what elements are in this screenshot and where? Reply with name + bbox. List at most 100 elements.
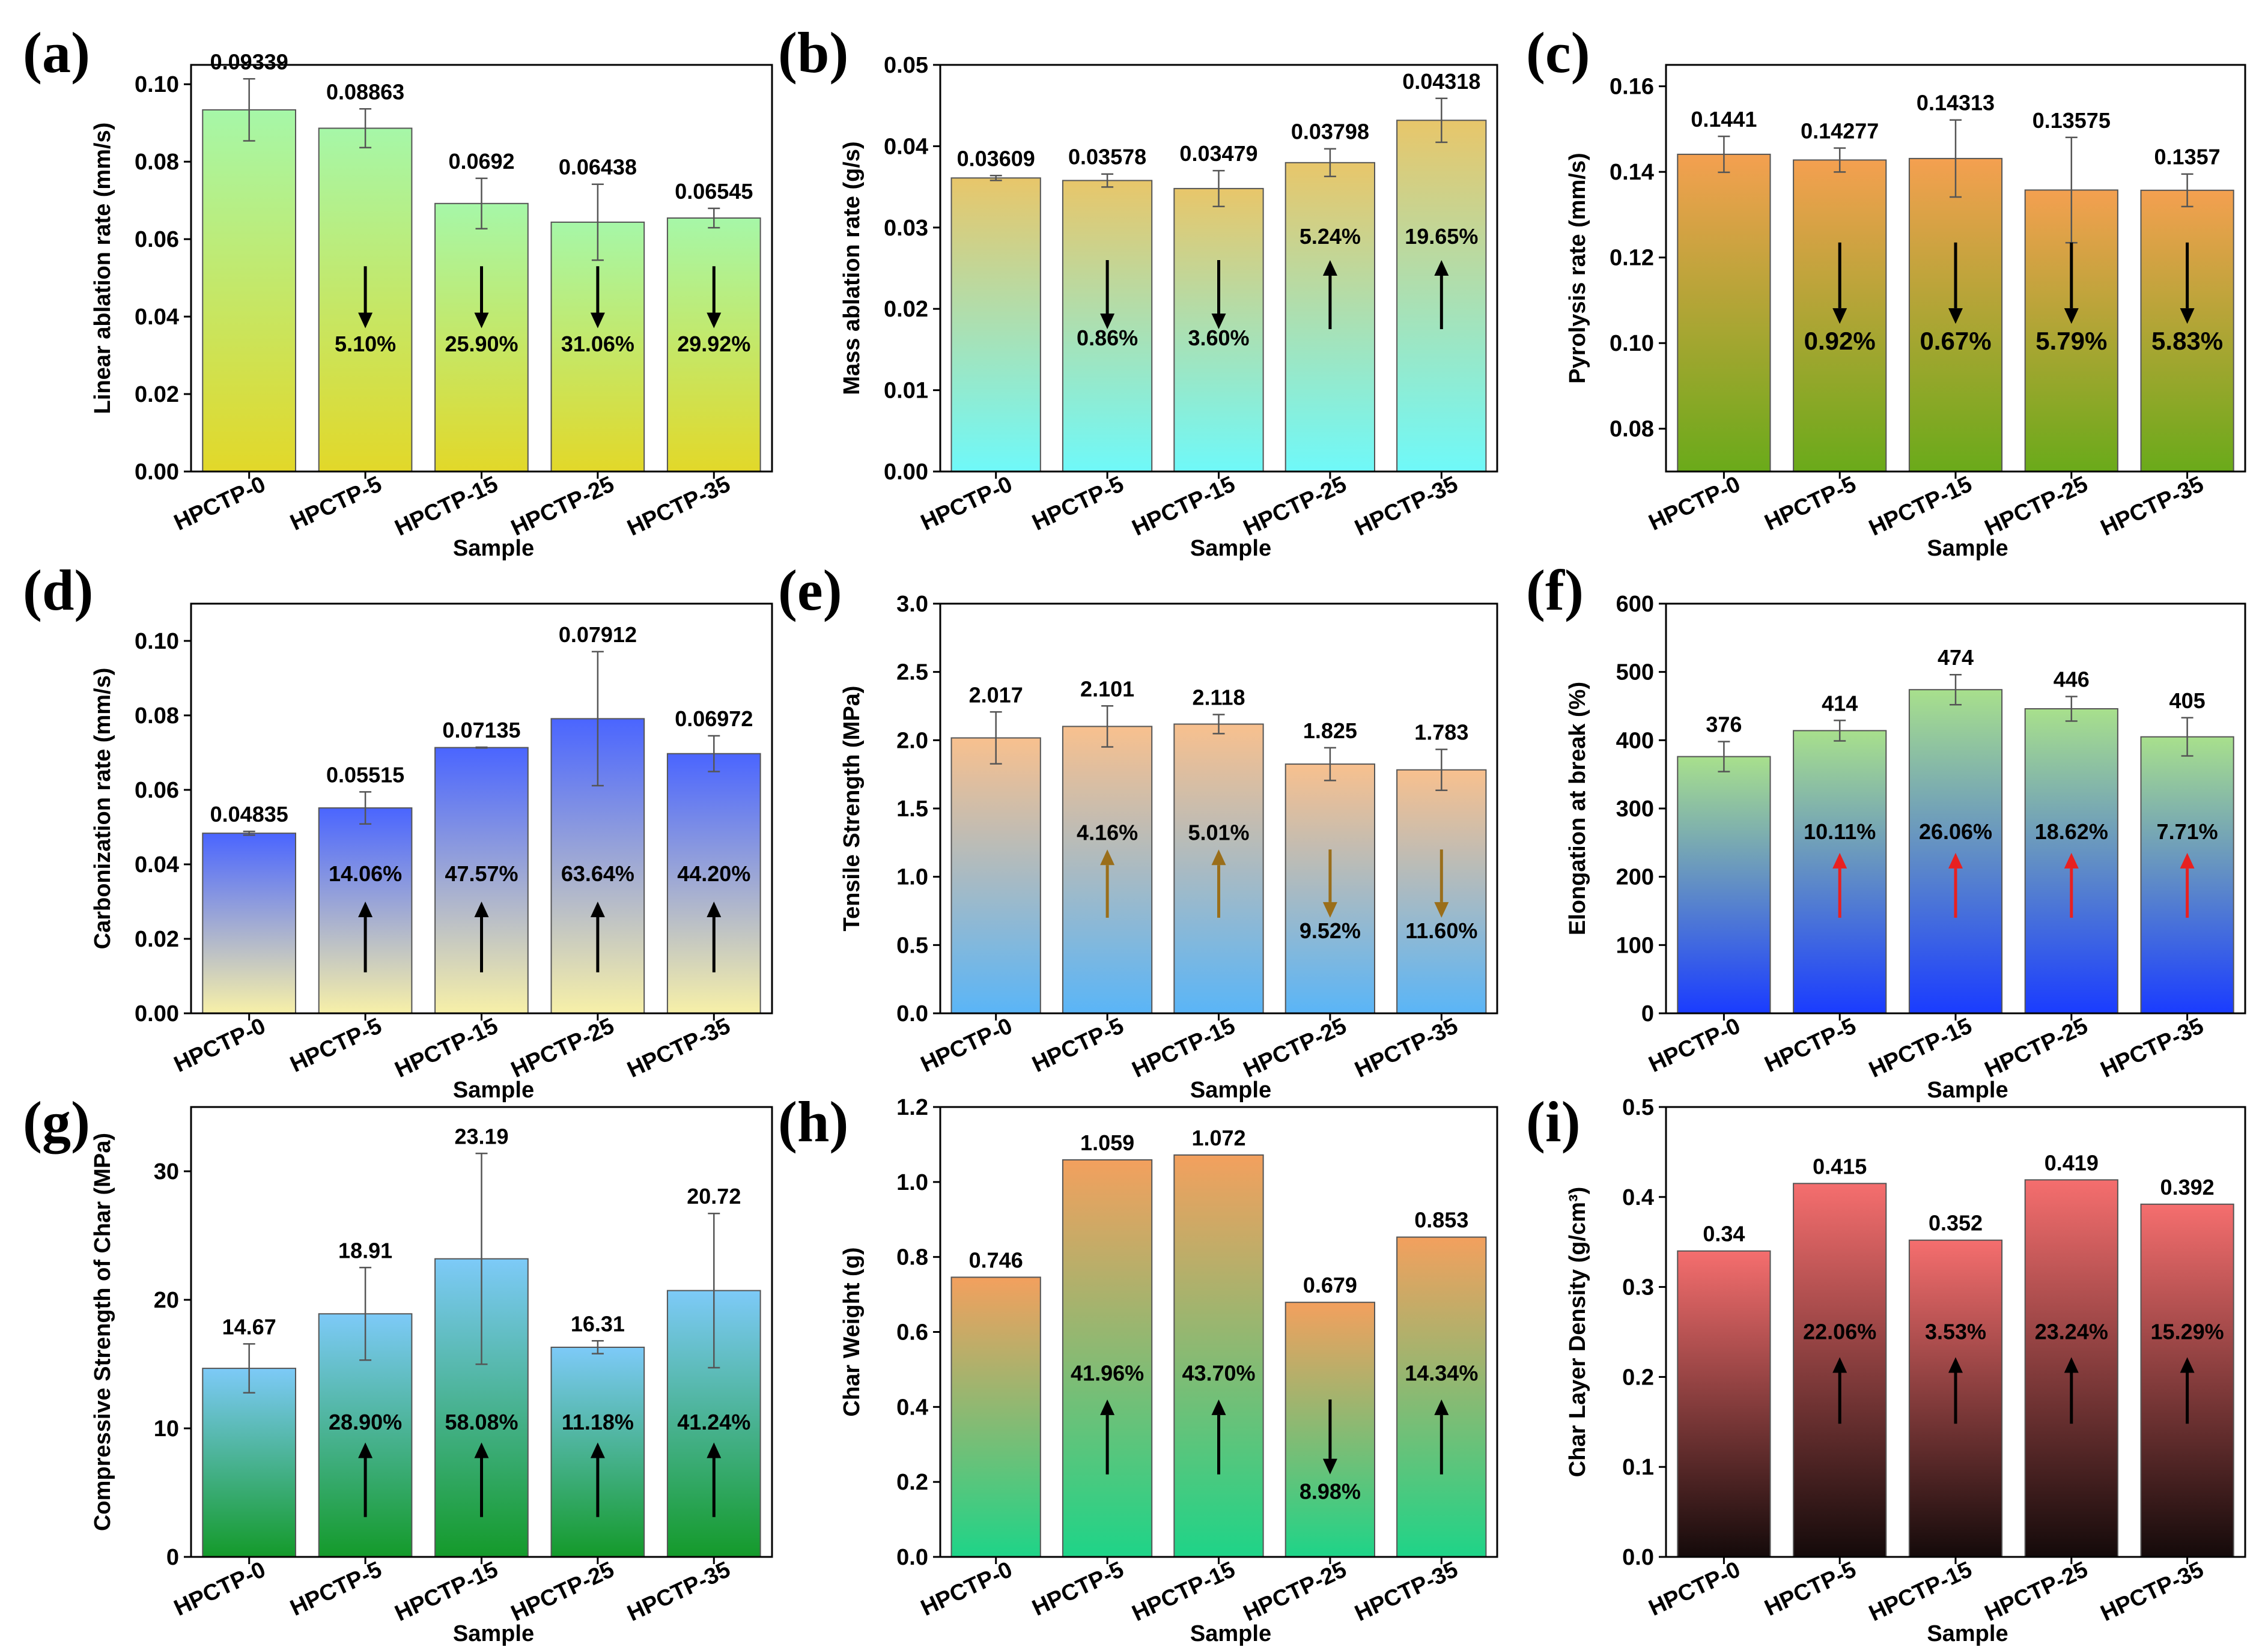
chart-panel-c: (c) 0.1441 HPCTP-0 0.14277 0.92% HPCTP-5 0.143… [1526,20,2246,561]
data-label: 0.34 [1703,1222,1745,1246]
data-label: 414 [1822,691,1858,715]
y-axis-label: Elongation at break (%) [1565,682,1590,935]
x-tick-label: HPCTP-25 [1981,1013,2091,1083]
arrow-down-icon [1434,849,1449,918]
y-tick-label: 500 [1616,660,1654,685]
y-tick-label: 0.12 [1610,246,1654,271]
change-label: 19.65% [1405,224,1478,249]
x-tick-label: HPCTP-15 [391,1013,502,1083]
data-label: 446 [2054,667,2090,692]
change-label: 22.06% [1803,1320,1876,1344]
x-tick-label: HPCTP-35 [1351,472,1462,541]
data-label: 0.03798 [1291,120,1369,144]
bar-HPCTP-15 [1173,187,1264,472]
error-bar [1950,119,1962,198]
x-axis-label: Sample [1927,1078,2008,1103]
data-label: 0.679 [1303,1273,1357,1297]
x-tick-label: HPCTP-35 [2097,1557,2207,1627]
x-tick-label: HPCTP-25 [1239,472,1350,541]
y-tick-label: 0.16 [1610,74,1654,100]
error-bar [1435,97,1448,144]
x-tick-label: HPCTP-5 [287,1013,386,1078]
chart-panel-a: (a) 0.09339 HPCTP-0 0.08863 5.10% HPCTP-5 0.06… [23,20,773,561]
error-bar [2181,717,2194,757]
data-label: 376 [1706,712,1742,737]
x-tick-label: HPCTP-15 [391,1557,502,1627]
data-label: 2.101 [1080,676,1134,701]
x-tick-label: HPCTP-5 [1761,472,1860,536]
change-label: 23.24% [2035,1320,2108,1344]
error-bar [591,1340,604,1354]
change-label: 5.24% [1300,224,1361,249]
y-tick-label: 0.0 [896,1001,928,1027]
x-tick-label: HPCTP-25 [1981,472,2091,541]
x-tick-label: HPCTP-25 [507,472,618,541]
y-tick-label: 1.2 [896,1095,928,1120]
arrow-up-icon [2064,852,2079,918]
x-axis-label: Sample [453,1078,534,1103]
x-axis-label: Sample [1927,1621,2008,1646]
change-label: 5.79% [2035,327,2107,355]
bar-HPCTP-25 [2024,1179,2118,1558]
panel-label: (b) [778,20,848,85]
error-bar [359,1267,372,1361]
arrow-up-icon [2180,852,2195,918]
change-label: 63.64% [561,861,634,886]
y-tick-label: 0.0 [896,1545,928,1570]
arrow-up-icon [1322,259,1337,330]
panel-label: (i) [1526,1090,1581,1154]
data-label: 0.392 [2160,1175,2215,1200]
arrow-up-icon [1434,1399,1449,1475]
y-tick-label: 0.3 [1622,1275,1654,1300]
change-label: 15.29% [2151,1320,2224,1344]
y-axis-label: Compressive Strength of Char (MPa) [90,1133,115,1531]
x-tick-label: HPCTP-0 [917,1013,1016,1078]
y-tick-label: 0.00 [884,460,928,485]
bar-HPCTP-0 [1677,153,1771,472]
y-axis-label: Tensile Strength (MPa) [839,686,865,932]
data-label: 0.352 [1929,1211,1983,1236]
x-axis-label: Sample [453,1621,534,1646]
chart-panel-b: (b) 0.03609 HPCTP-0 0.03578 0.86% HPCTP-5 0.03… [778,20,1498,561]
y-tick-label: 400 [1616,728,1654,753]
y-tick-label: 0.10 [135,72,179,97]
bar-HPCTP-0 [950,1276,1041,1558]
arrow-down-icon [1832,242,1847,324]
error-bar [1435,748,1448,792]
data-label: 0.0692 [448,149,514,174]
x-tick-label: HPCTP-5 [287,472,386,536]
change-label: 3.53% [1925,1320,1986,1344]
chart-panel-i: (i) 0.34 HPCTP-0 0.415 22.06% HPCTP-5 0.352 3.5… [1526,1090,2246,1646]
y-tick-label: 300 [1616,796,1654,822]
x-tick-label: HPCTP-0 [1645,1013,1744,1078]
change-label: 43.70% [1182,1361,1255,1386]
x-tick-label: HPCTP-0 [1645,1557,1744,1621]
change-label: 25.90% [445,332,518,356]
panel-label: (h) [778,1090,848,1154]
x-tick-label: HPCTP-5 [1761,1013,1860,1078]
change-label: 0.92% [1804,327,1876,355]
data-label: 1.072 [1191,1126,1245,1150]
y-tick-label: 0.06 [135,227,179,252]
y-tick-label: 0.03 [884,216,928,241]
y-tick-label: 0.08 [135,703,179,729]
data-label: 0.415 [1813,1154,1867,1178]
y-tick-label: 0.5 [896,933,928,958]
error-bar [475,177,488,229]
y-tick-label: 20 [154,1288,179,1313]
y-tick-label: 30 [154,1159,179,1184]
x-tick-label: HPCTP-25 [507,1557,618,1627]
y-tick-label: 0.02 [884,297,928,322]
bar-HPCTP-0 [202,1368,296,1558]
x-tick-label: HPCTP-35 [624,1013,734,1083]
y-tick-label: 0.6 [896,1320,928,1345]
data-label: 0.06438 [559,155,637,180]
x-tick-label: HPCTP-15 [1865,472,1976,541]
y-tick-label: 600 [1616,592,1654,617]
x-tick-label: HPCTP-0 [917,472,1016,536]
error-bar [243,78,255,142]
arrow-up-icon [1100,1399,1115,1475]
data-label: 0.05515 [326,762,404,787]
y-tick-label: 0.04 [135,305,179,330]
x-tick-label: HPCTP-35 [1351,1557,1462,1627]
